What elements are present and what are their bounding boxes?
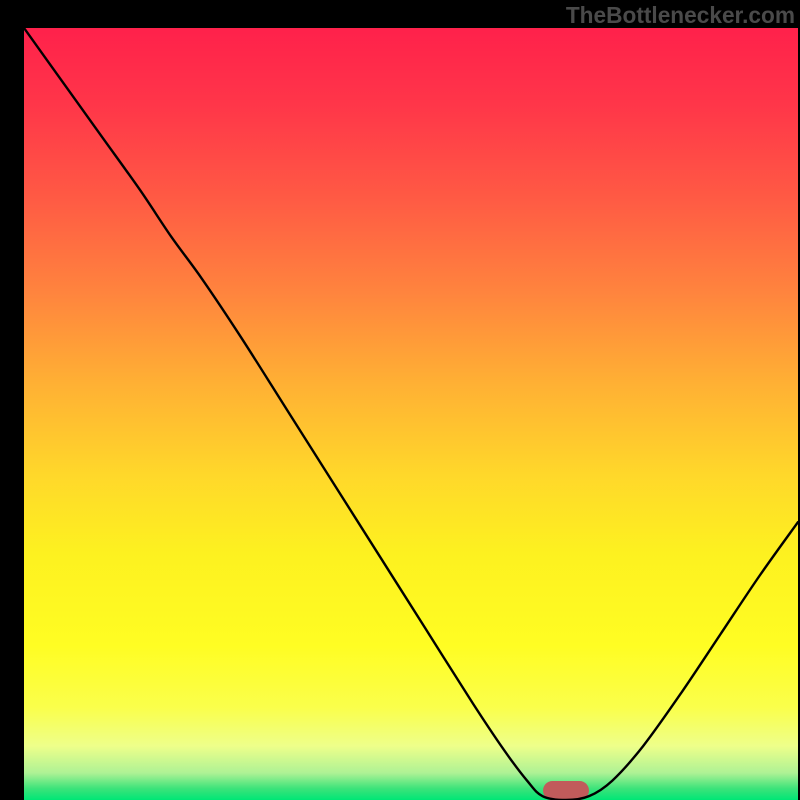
watermark-text: TheBottlenecker.com <box>566 2 795 29</box>
plot-area <box>24 28 798 800</box>
chart-root: TheBottlenecker.com <box>0 0 800 800</box>
heat-gradient-background <box>24 28 798 800</box>
optimal-marker <box>543 781 589 800</box>
